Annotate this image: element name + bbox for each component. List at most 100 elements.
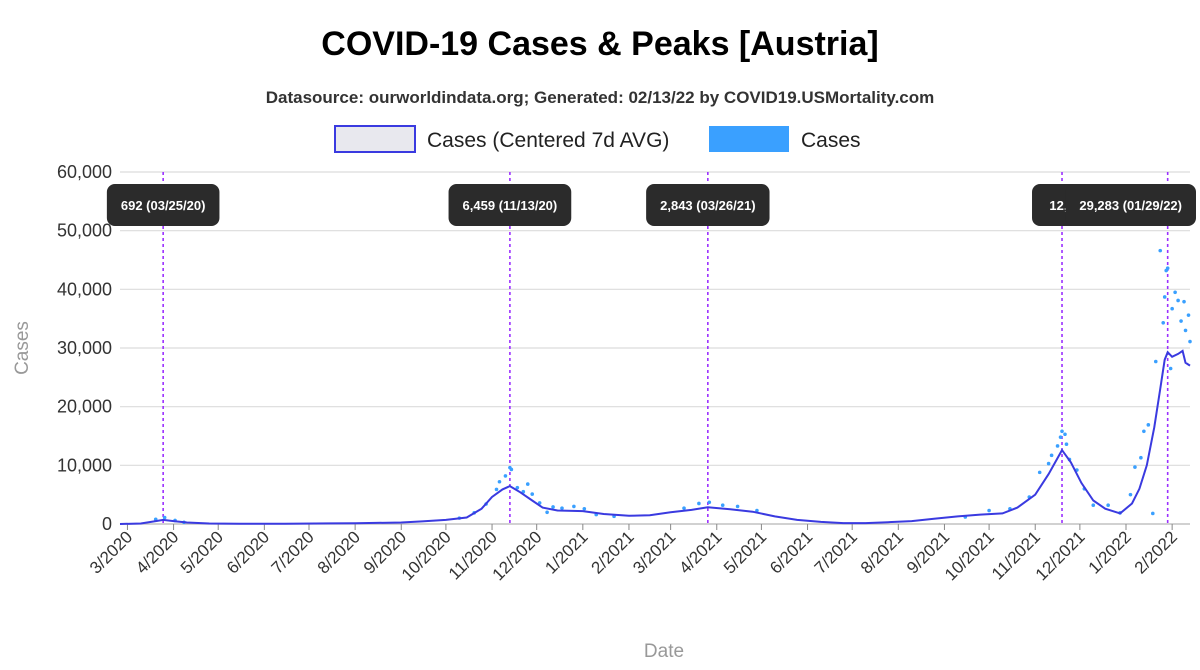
data-point-cases <box>1142 429 1146 434</box>
x-tick-label: 7/2021 <box>811 527 861 577</box>
data-point-cases <box>1063 432 1067 437</box>
data-point-cases <box>735 504 740 509</box>
x-axis-ticks: 3/20204/20205/20206/20207/20208/20209/20… <box>86 524 1181 584</box>
data-point-cases <box>1128 492 1133 497</box>
x-tick-label: 1/2021 <box>541 527 591 577</box>
data-point-cases <box>720 503 725 508</box>
data-point-cases <box>1170 306 1174 311</box>
data-point-cases <box>494 487 499 492</box>
data-point-cases <box>572 504 576 509</box>
legend-swatch-avg <box>334 125 416 153</box>
peak-label-box <box>646 184 770 226</box>
data-point-cases <box>987 508 991 513</box>
y-axis-title: Cases <box>12 321 33 375</box>
legend-label-cases: Cases <box>801 129 861 152</box>
x-tick-label: 3/2020 <box>86 527 136 577</box>
data-point-cases <box>1188 339 1192 344</box>
data-point-cases <box>1106 503 1110 508</box>
y-tick-label: 30,000 <box>57 338 112 358</box>
data-point-cases <box>1055 444 1060 448</box>
data-point-cases <box>1046 461 1051 466</box>
y-tick-label: 60,000 <box>57 162 112 182</box>
x-tick-label: 5/2020 <box>177 527 227 577</box>
data-point-cases <box>1183 328 1188 333</box>
data-point-cases <box>755 508 759 513</box>
data-point-cases <box>545 510 549 515</box>
x-axis-title: Date <box>644 641 684 662</box>
data-point-cases <box>682 506 686 510</box>
x-tick-label: 12/2021 <box>1032 527 1089 584</box>
data-point-cases <box>1168 366 1173 371</box>
data-point-cases <box>707 500 712 505</box>
data-point-cases <box>1037 470 1042 475</box>
data-point-cases <box>1179 319 1183 323</box>
series-line-cases-avg <box>119 349 1191 525</box>
data-point-cases <box>1139 455 1143 460</box>
data-point-cases <box>525 482 530 486</box>
y-tick-label: 40,000 <box>57 279 112 299</box>
data-point-cases <box>551 505 555 509</box>
legend-swatch-cases <box>709 126 789 152</box>
data-point-cases <box>1182 299 1186 304</box>
data-point-cases <box>1133 465 1137 469</box>
x-tick-label: 4/2020 <box>132 527 182 577</box>
peak-label-box <box>448 184 572 226</box>
data-point-cases <box>1150 511 1155 516</box>
data-point-cases <box>582 506 587 511</box>
data-point-cases <box>1064 442 1069 447</box>
peak-labels: 692 (03/25/20) 6,459 (11/13/20) 2,843 (03/… <box>106 184 1196 226</box>
x-tick-label: 10/2020 <box>398 527 455 584</box>
peak-label-box <box>106 184 220 226</box>
data-point-cases <box>515 485 520 490</box>
data-point-cases <box>697 501 701 506</box>
data-point-cases <box>1162 295 1167 299</box>
plot-grid <box>120 171 1190 525</box>
peak-label: 6,459 (11/13/20) <box>448 184 572 226</box>
peak-label-text: 6,459 (11/13/20) <box>463 198 558 213</box>
peak-label-box <box>1065 184 1196 226</box>
data-point-cases <box>1091 503 1096 508</box>
x-tick-label: 7/2020 <box>268 527 318 577</box>
x-tick-label: 8/2020 <box>314 527 364 577</box>
data-point-cases <box>1146 423 1151 427</box>
peak-label-text: 692 (03/25/20) <box>121 198 206 213</box>
x-tick-label: 1/2022 <box>1085 527 1135 577</box>
data-point-cases <box>162 515 167 520</box>
x-tick-label: 12/2020 <box>489 527 546 584</box>
x-tick-label: 10/2021 <box>941 527 998 584</box>
x-tick-label: 3/2021 <box>629 527 679 577</box>
data-point-cases <box>1058 435 1063 439</box>
legend: Cases (Centered 7d AVG) Cases <box>334 125 861 153</box>
y-tick-label: 0 <box>102 514 112 534</box>
peak-lines <box>162 172 1169 524</box>
data-point-cases <box>503 474 508 478</box>
data-point-cases <box>530 492 535 496</box>
peak-label: 2,843 (03/26/21) <box>646 184 770 226</box>
data-point-cases <box>1173 290 1177 295</box>
y-axis-ticks: 0 10,000 20,000 30,000 40,000 50,000 60,000 <box>57 162 112 534</box>
data-point-cases <box>1176 298 1180 303</box>
data-point-cases <box>1153 359 1158 364</box>
data-point-cases <box>1158 248 1163 253</box>
peak-label: 692 (03/25/20) <box>106 184 220 226</box>
data-point-cases <box>1186 313 1191 317</box>
chart-title: COVID-19 Cases & Peaks [Austria] <box>321 25 878 63</box>
data-point-cases <box>509 467 514 472</box>
x-tick-label: 6/2020 <box>223 527 273 577</box>
x-tick-label: 6/2021 <box>766 527 816 577</box>
y-tick-label: 20,000 <box>57 397 112 417</box>
data-point-cases <box>1161 320 1166 325</box>
legend-label-avg: Cases (Centered 7d AVG) <box>427 129 669 152</box>
data-point-cases <box>497 479 502 484</box>
x-tick-label: 4/2021 <box>675 527 725 577</box>
x-tick-label: 5/2021 <box>720 527 770 577</box>
y-tick-label: 10,000 <box>57 455 112 475</box>
x-tick-label: 2/2021 <box>588 527 638 577</box>
x-tick-label: 2/2022 <box>1131 527 1181 577</box>
series-cases-points <box>153 248 1192 525</box>
data-point-cases <box>1165 266 1170 271</box>
peak-label-text: 29,283 (01/29/22) <box>1079 198 1182 213</box>
peak-label: 29,283 (01/29/22) <box>1065 184 1196 226</box>
data-point-cases <box>560 506 564 510</box>
